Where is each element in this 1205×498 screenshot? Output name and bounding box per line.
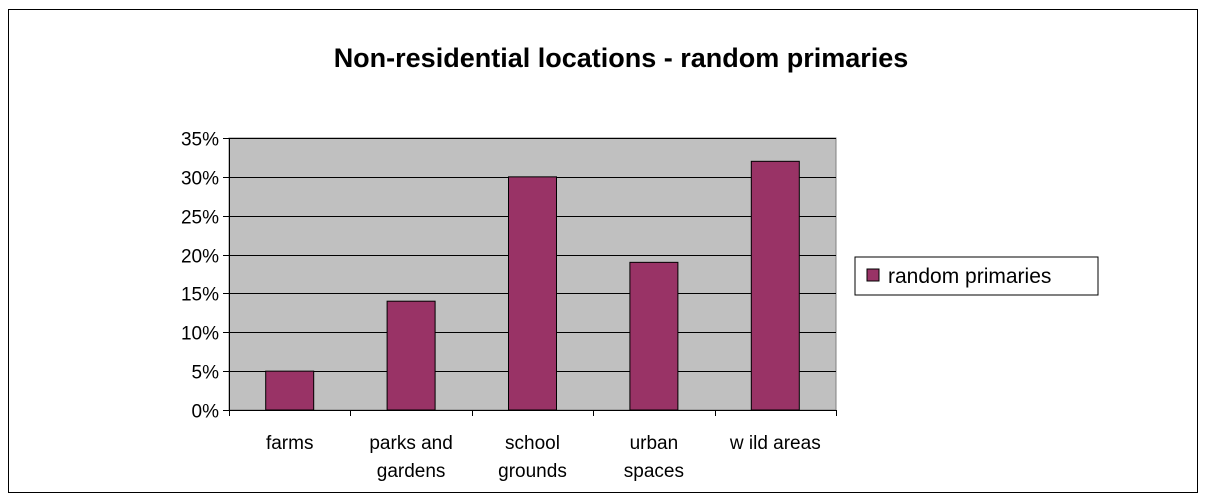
y-tick-label: 0% <box>192 402 220 423</box>
y-tick-label: 10% <box>181 324 219 345</box>
y-tick-label: 30% <box>181 169 219 190</box>
y-tick-label: 5% <box>192 363 220 384</box>
x-tick-label: w ild areas <box>729 433 821 454</box>
y-tick-label: 20% <box>181 247 219 268</box>
bars <box>265 160 800 411</box>
bar <box>265 370 315 411</box>
x-tick-label: farms <box>266 433 314 454</box>
x-tick-label: school grounds <box>498 433 567 482</box>
bar <box>629 261 679 411</box>
legend: random primaries <box>854 256 1099 296</box>
axes <box>223 138 837 416</box>
bar <box>386 300 436 411</box>
x-tick-label: urban spaces <box>624 433 684 482</box>
legend-label: random primaries <box>888 265 1051 288</box>
bar <box>750 160 800 411</box>
chart-title: Non-residential locations - random prima… <box>334 43 909 73</box>
legend-box <box>854 256 1099 296</box>
bar <box>508 176 557 411</box>
y-tick-labels: 0% 5% 10% 15% 20% 25% 30% 35% <box>181 130 219 423</box>
x-tick-labels: farms parks and gardens school grounds urban s… <box>266 433 821 482</box>
y-tick-label: 15% <box>181 285 219 306</box>
x-tick-label: parks and gardens <box>369 433 452 482</box>
y-tick-label: 25% <box>181 208 219 229</box>
y-tick-label: 35% <box>181 130 219 151</box>
legend-swatch <box>866 268 880 282</box>
chart-frame <box>8 9 1198 493</box>
